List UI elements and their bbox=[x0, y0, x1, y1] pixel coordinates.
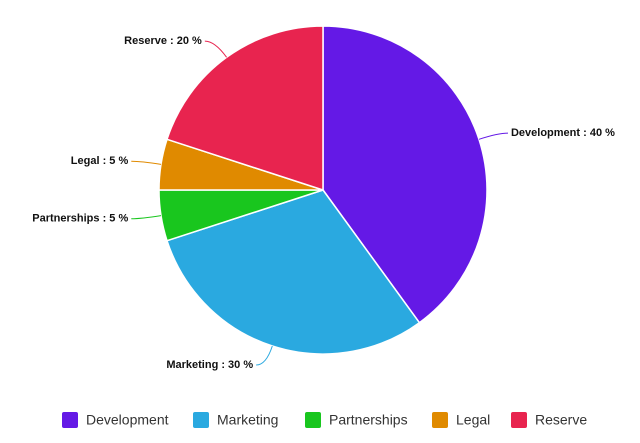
data-label: Reserve : 20 % bbox=[124, 35, 202, 47]
pie-slice bbox=[322, 25, 488, 324]
legend-label: Reserve bbox=[535, 412, 587, 428]
leader-line bbox=[256, 345, 273, 366]
legend-label: Development bbox=[86, 412, 169, 428]
legend-swatch bbox=[305, 412, 321, 428]
data-label: Development : 40 % bbox=[511, 127, 615, 139]
legend-swatch bbox=[193, 412, 209, 428]
data-label: Marketing : 30 % bbox=[166, 359, 253, 371]
leader-line bbox=[131, 215, 162, 220]
legend-swatch bbox=[511, 412, 527, 428]
data-label: Partnerships : 5 % bbox=[32, 213, 128, 225]
pie-slice bbox=[166, 189, 421, 355]
legend-swatch bbox=[432, 412, 448, 428]
legend-label: Legal bbox=[456, 412, 490, 428]
leader-line bbox=[478, 132, 508, 140]
leader-line bbox=[204, 40, 228, 58]
legend-swatch bbox=[62, 412, 78, 428]
legend-label: Marketing bbox=[217, 412, 278, 428]
pie-slice bbox=[166, 25, 324, 192]
leader-line bbox=[131, 160, 162, 165]
data-label: Legal : 5 % bbox=[71, 155, 129, 167]
legend-label: Partnerships bbox=[329, 412, 408, 428]
